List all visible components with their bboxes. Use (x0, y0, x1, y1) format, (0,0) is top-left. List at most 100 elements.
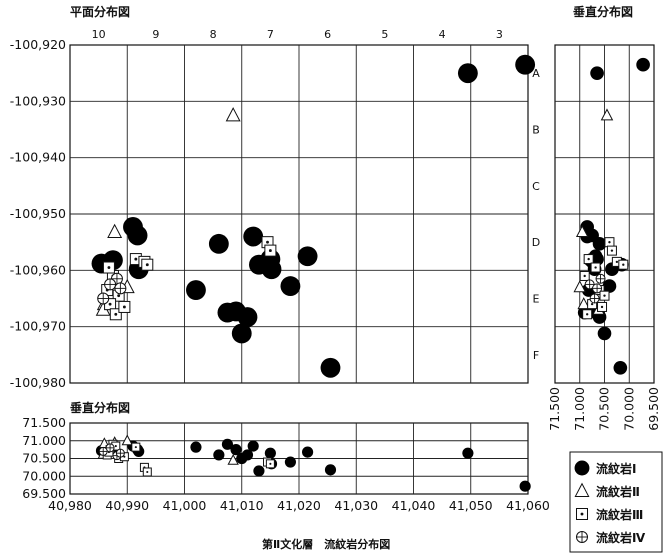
plan-point-dot (114, 312, 118, 316)
column-label: 10 (92, 28, 106, 41)
plan-y-tick-label: -100,920 (10, 37, 66, 52)
bottom-point (230, 444, 242, 456)
bottom-point (265, 459, 275, 469)
row-label: C (532, 180, 540, 193)
bottom-point-dot (123, 455, 126, 458)
right-point (590, 66, 604, 80)
x-axis: 40,980 40,990 41,000 41,010 41,020 41,030 41,0… (48, 498, 550, 513)
caption: 第Ⅱ文化層 流紋岩分布図 (262, 537, 390, 551)
legend-marker (574, 482, 590, 497)
bottom-point (115, 448, 125, 458)
bottom-point-shape (241, 449, 254, 461)
column-labels: 10 9 8 7 6 5 4 3 (92, 28, 503, 41)
right-point (606, 245, 617, 256)
plan-point-dot (266, 240, 269, 244)
bottom-point (131, 442, 141, 452)
plan-point (237, 307, 258, 328)
plan-point (118, 300, 131, 313)
plan-point-shape (225, 107, 241, 122)
vertical-bottom-title: 垂直分布図 (70, 400, 130, 415)
row-label: A (532, 67, 540, 80)
right-point-dot (590, 302, 594, 306)
row-label: F (533, 349, 539, 362)
z-tick-label: 70.500 (22, 451, 66, 466)
plan-grid (70, 45, 528, 383)
bottom-point (221, 438, 234, 450)
bottom-point (519, 480, 531, 492)
vertical-right-title: 垂直分布図 (573, 4, 633, 19)
right-point-shape (602, 279, 617, 293)
right-point-shape (577, 297, 590, 310)
bottom-point (241, 449, 254, 461)
right-point-shape (597, 326, 612, 341)
bottom-point-shape (519, 480, 531, 492)
x-tick-label: 41,030 (334, 498, 378, 513)
plan-point-dot (117, 294, 121, 298)
bottom-point (227, 453, 239, 465)
bottom-point (105, 443, 115, 453)
vertical-right-panel: 71.500 71.000 70.500 70.000 69.500 (547, 44, 661, 431)
plan-y-tick-label: -100,970 (10, 319, 66, 334)
plan-point (208, 233, 229, 254)
bottom-point-shape (190, 441, 202, 453)
plan-point (102, 261, 115, 274)
z-tick-label: 71.000 (22, 433, 66, 448)
plan-point-shape (237, 307, 258, 328)
right-point (597, 326, 612, 341)
vertical-bottom-grid (70, 423, 528, 494)
plan-point-shape (243, 226, 264, 247)
plan-point (107, 223, 123, 238)
plan-y-tick-label: -100,980 (10, 375, 66, 390)
legend-marker-shape (574, 482, 590, 497)
legend-label: 流紋岩Ⅰ (596, 461, 636, 476)
right-z-tick-label: 70.000 (621, 387, 636, 431)
plan-point-dot (107, 266, 111, 269)
right-point (592, 283, 603, 294)
row-label: B (532, 124, 540, 137)
bottom-point-shape (302, 446, 314, 458)
right-z-tick-label: 70.500 (597, 387, 612, 431)
plan-y-axis: -100,920 -100,930 -100,940 -100,950 -100,960… (10, 37, 66, 390)
bottom-point-shape (462, 447, 474, 459)
bottom-point (190, 441, 202, 453)
right-point (602, 279, 617, 293)
right-point (579, 270, 590, 281)
bottom-point-shape (227, 453, 239, 465)
row-label: D (532, 236, 540, 249)
right-point (636, 57, 650, 72)
right-point (573, 280, 587, 293)
plan-point (280, 276, 301, 297)
right-point-dot (583, 274, 586, 278)
right-point (599, 290, 610, 301)
plan-point-shape (297, 246, 318, 267)
legend-label: 流紋岩Ⅳ (596, 530, 646, 545)
right-point (604, 237, 615, 248)
bottom-point (264, 447, 276, 459)
legend-marker (576, 531, 588, 543)
right-point-dot (608, 240, 611, 244)
plan-point-dot (145, 263, 149, 267)
vertical-bottom-y-axis: 71.500 71.000 70.500 70.000 69.500 (22, 415, 66, 501)
right-point-shape (573, 280, 587, 293)
bottom-point-shape (230, 444, 242, 456)
plan-y-tick-label: -100,940 (10, 150, 66, 165)
right-point (590, 262, 601, 273)
right-point (618, 259, 629, 270)
right-point-dot (610, 249, 614, 252)
right-point-shape (592, 237, 607, 251)
x-tick-label: 40,980 (48, 498, 92, 513)
right-point (613, 360, 628, 375)
legend: 流紋岩Ⅰ 流紋岩Ⅱ 流紋岩Ⅲ 流紋岩Ⅳ (569, 451, 663, 553)
x-tick-label: 40,990 (105, 498, 149, 513)
row-label: E (533, 293, 540, 306)
plan-point (97, 292, 110, 305)
right-point-shape (590, 66, 604, 80)
right-point (600, 108, 614, 121)
bottom-point (462, 447, 474, 459)
bottom-point-dot (269, 462, 272, 465)
x-tick-label: 41,050 (449, 498, 493, 513)
right-point (575, 225, 589, 237)
right-point (582, 309, 593, 320)
bottom-point (302, 446, 314, 458)
bottom-point-shape (324, 464, 337, 476)
